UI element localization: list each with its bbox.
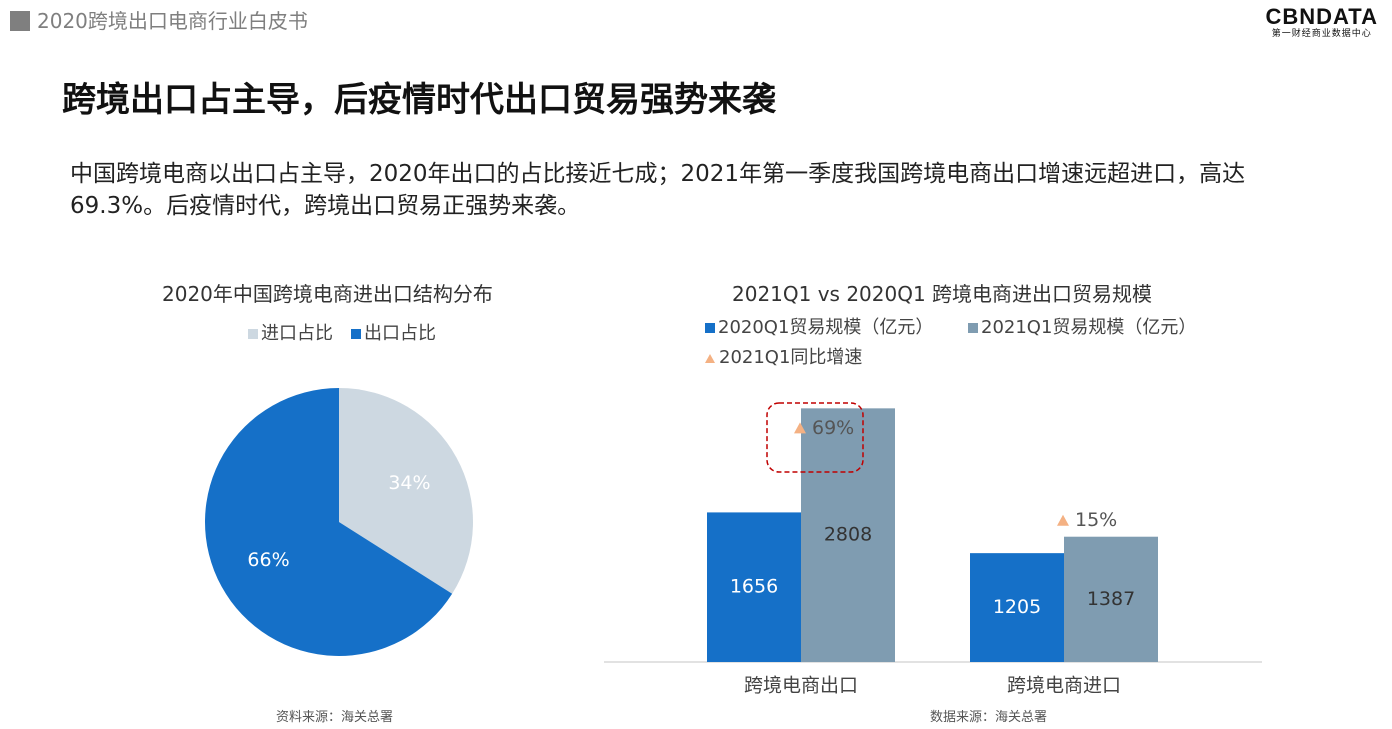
- bar-2020-0: [707, 512, 801, 662]
- page-title: 跨境出口占主导，后疫情时代出口贸易强势来袭: [62, 80, 776, 120]
- pie-slice-import: [339, 388, 473, 594]
- legend-swatch-2020: [705, 323, 715, 333]
- growth-marker-1: [1057, 514, 1069, 526]
- pie-slice-export: [204, 387, 453, 656]
- logo-main-text: CBNDATA: [1265, 4, 1378, 29]
- pie-slice-import-label: 34%: [388, 472, 430, 494]
- bar-2020-1: [970, 553, 1064, 662]
- pie-chart-title: 2020年中国跨境电商进出口结构分布: [162, 282, 493, 306]
- bar-2020-label-1: 1205: [993, 596, 1041, 618]
- brand-logo: CBNDATA 第一财经商业数据中心: [1266, 6, 1379, 40]
- bar-legend-2021-label: 2021Q1贸易规模（亿元）: [981, 317, 1197, 338]
- legend-swatch-2021: [968, 323, 978, 333]
- header-square-icon: [10, 11, 30, 31]
- bar-category-label-1: 跨境电商进口: [1007, 675, 1121, 697]
- bar-2021-0: [801, 408, 895, 662]
- report-title: 2020跨境出口电商行业白皮书: [37, 9, 308, 33]
- pie-legend-import: 进口占比: [248, 322, 333, 346]
- pie-legend-export-label: 出口占比: [364, 323, 436, 344]
- pie-slice-export-label: 66%: [247, 549, 289, 571]
- bar-legend-growth: 2021Q1同比增速: [705, 346, 862, 370]
- growth-highlight-box: [766, 402, 864, 473]
- bar-category-label-0: 跨境电商出口: [744, 675, 858, 697]
- legend-swatch-import: [248, 329, 258, 339]
- page-description: 中国跨境电商以出口占主导，2020年出口的占比接近七成；2021年第一季度我国跨…: [70, 161, 1246, 219]
- bar-2021-label-0: 2808: [824, 524, 872, 546]
- logo-sub-text: 第一财经商业数据中心: [1271, 29, 1372, 39]
- bar-2021-label-1: 1387: [1087, 588, 1135, 610]
- bar-source-note: 数据来源：海关总署: [930, 710, 1048, 725]
- growth-label-0: 69%: [812, 417, 854, 439]
- bar-legend-2020: 2020Q1贸易规模（亿元）: [705, 316, 933, 340]
- growth-triangle-icon: [705, 353, 715, 363]
- legend-swatch-export: [351, 329, 361, 339]
- growth-marker-0: [794, 422, 806, 434]
- bar-legend-2021: 2021Q1贸易规模（亿元）: [968, 316, 1196, 340]
- bar-2020-label-0: 1656: [730, 576, 778, 598]
- bar-2021-1: [1064, 536, 1158, 662]
- pie-source-note: 资料来源：海关总署: [276, 710, 394, 725]
- bar-chart-title: 2021Q1 vs 2020Q1 跨境电商进出口贸易规模: [732, 282, 1153, 306]
- pie-legend-export: 出口占比: [351, 322, 436, 346]
- pie-legend-import-label: 进口占比: [261, 323, 333, 344]
- bar-legend-2020-label: 2020Q1贸易规模（亿元）: [718, 317, 934, 338]
- growth-label-1: 15%: [1075, 509, 1117, 531]
- bar-legend-growth-label: 2021Q1同比增速: [719, 347, 863, 368]
